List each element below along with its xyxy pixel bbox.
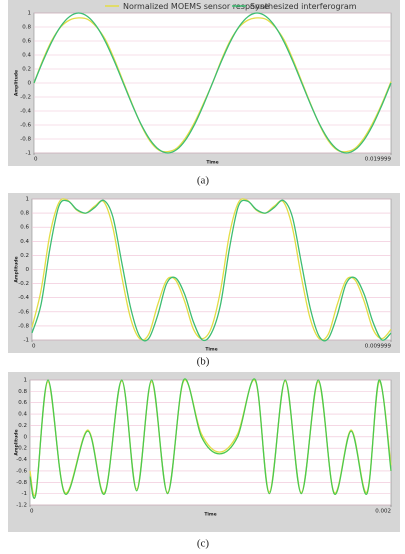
x-tick-label: 0	[34, 157, 38, 163]
x-tick-label: 0.019999	[365, 157, 392, 163]
y-tick-label: 0.6	[18, 400, 27, 406]
data-line	[29, 378, 392, 499]
y-tick-label: 0.2	[18, 423, 27, 429]
x-axis-title: Time	[205, 347, 217, 353]
y-tick-label: -0.4	[18, 295, 29, 301]
y-tick-label: 1	[24, 378, 28, 384]
caption: (c)	[197, 538, 210, 550]
data-line	[33, 12, 392, 154]
data-line	[31, 199, 392, 342]
caption: (a)	[197, 175, 210, 187]
y-tick-label: 0	[24, 434, 28, 440]
y-tick-label: -0.6	[20, 123, 31, 129]
caption: (b)	[197, 356, 210, 368]
data-line	[31, 198, 392, 341]
x-tick-label: 0	[30, 509, 34, 515]
y-tick-label: 0.8	[18, 389, 27, 395]
x-tick-label: 0.002	[375, 509, 391, 515]
y-tick-label: 0.2	[22, 67, 31, 73]
y-tick-label: -0.2	[16, 446, 27, 452]
y-tick-label: 0	[28, 81, 32, 87]
y-tick-label: -0.4	[20, 109, 31, 115]
plot-area	[29, 379, 392, 506]
y-tick-label: -1	[24, 338, 29, 344]
y-tick-label: 1	[28, 11, 32, 17]
y-tick-label: 0.2	[20, 253, 29, 259]
y-tick-label: 0.4	[18, 412, 27, 418]
y-tick-label: -1.2	[16, 503, 27, 509]
y-tick-label: -0.2	[18, 281, 29, 287]
legend-label: Synthesized interferogram	[250, 2, 357, 11]
x-axis-title: Time	[204, 512, 216, 518]
y-axis-title: Amplitude	[14, 256, 20, 282]
y-tick-label: -0.6	[18, 309, 29, 315]
y-tick-label: -0.4	[16, 457, 27, 463]
y-tick-label: 0.4	[22, 53, 31, 59]
y-tick-label: -0.8	[20, 137, 31, 143]
y-tick-label: -0.8	[16, 480, 27, 486]
y-tick-label: 0.4	[20, 239, 29, 245]
y-tick-label: -1	[26, 151, 31, 157]
legend-label: Normalized MOEMS sensor response	[123, 2, 269, 11]
data-line	[29, 379, 392, 497]
x-tick-label: 0.009999	[365, 344, 392, 350]
y-tick-label: 1	[26, 197, 30, 203]
y-tick-label: -0.6	[16, 468, 27, 474]
y-tick-label: 0.8	[20, 211, 29, 217]
y-tick-label: 0.8	[22, 25, 31, 31]
y-tick-label: 0	[26, 267, 30, 273]
y-tick-label: -1	[22, 491, 27, 497]
x-axis-title: Time	[206, 160, 218, 166]
x-tick-label: 0	[32, 344, 36, 350]
y-tick-label: 0.6	[22, 39, 31, 45]
y-axis-title: Amplitude	[14, 70, 20, 96]
y-tick-label: -0.2	[20, 95, 31, 101]
y-axis-title: Amplitude	[14, 429, 20, 455]
y-tick-label: 0.6	[20, 225, 29, 231]
y-tick-label: -0.8	[18, 323, 29, 329]
